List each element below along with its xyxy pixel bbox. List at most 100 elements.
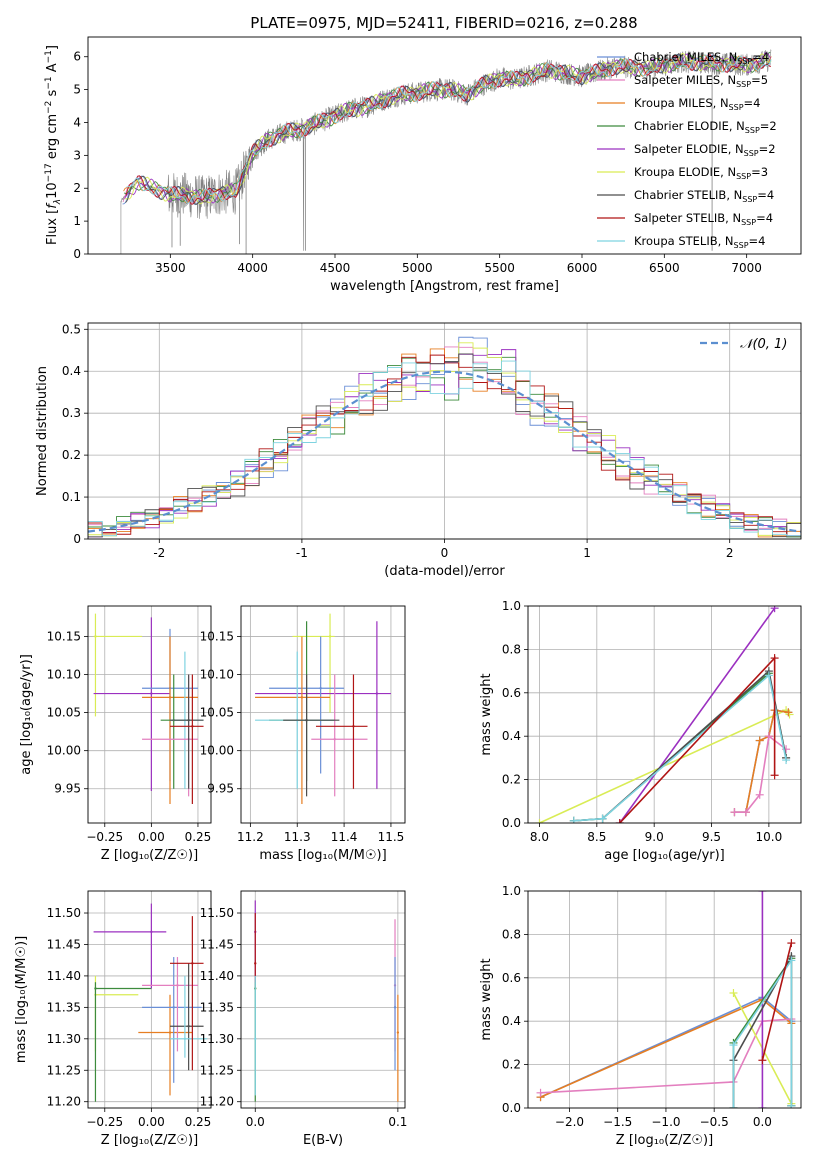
y-tick-label: 0 (73, 532, 81, 546)
x-tick-label: 0.0 (753, 1115, 772, 1129)
legend-entry-count: =4 (757, 188, 774, 202)
y-axis-label-part: Flux [ (45, 209, 60, 245)
x-tick-label: −2.0 (555, 1115, 584, 1129)
y-tick-label: 0.0 (502, 1101, 521, 1115)
model-spectrum-line (124, 51, 772, 204)
legend-entry-count: =3 (751, 165, 768, 179)
y-tick-label: 5 (73, 83, 81, 97)
y-tick-label: 1 (73, 214, 81, 228)
y-tick-label: 1.0 (502, 884, 521, 898)
plot-area-age_vs_mass (255, 613, 391, 804)
plot-layer: 3500 4000 4500 5000 5500 6000 6500 7000 0 1 2 3 4 5 6 w… (14, 36, 802, 1148)
y-axis-label-part: ] (45, 45, 60, 50)
x-tick-label: −0.25 (86, 1115, 123, 1129)
legend-entry-sub: SSP (741, 218, 756, 227)
y-tick-label: 11.35 (200, 1000, 234, 1014)
y-tick-label: 0.2 (502, 1058, 521, 1072)
data-point (191, 725, 194, 728)
legend-entry: Chabrier ELODIE, NSSP=2 (634, 119, 777, 135)
data-point (187, 719, 190, 722)
legend-entry-count: =4 (749, 234, 766, 248)
y-tick-label: 0.3 (62, 406, 81, 420)
axes-frame (87, 605, 212, 824)
y-tick-label: 10.00 (200, 744, 234, 758)
y-tick-label: 0.4 (62, 364, 81, 378)
data-point (168, 1031, 172, 1034)
y-tick-label: 11.50 (200, 906, 234, 920)
x-tick-label: −0.5 (700, 1115, 729, 1129)
y-tick-label: 11.50 (47, 906, 81, 920)
axes-frame (240, 605, 406, 824)
x-tick-label: 1 (583, 546, 591, 560)
data-point (305, 719, 308, 722)
y-tick-label: 10.10 (200, 668, 234, 682)
x-axis-label: age [log₁₀(age/yr)] (604, 848, 725, 863)
weight-line (732, 957, 793, 1108)
axes-weight_vs_z: −2.0 −1.5 −1.0 −0.5 0.0 0.0 0.2 0.4 0.6 0.8 1.0 Z [… (479, 884, 802, 1148)
y-axis-label-part: −2 (44, 101, 54, 114)
y-tick-label: 9.95 (207, 782, 234, 796)
axes-frame (527, 605, 802, 824)
legend-entry-count: =5 (751, 73, 768, 87)
y-tick-label: 2 (73, 181, 81, 195)
data-point (375, 692, 379, 695)
data-point (300, 696, 304, 699)
x-tick-label: 8.5 (587, 830, 606, 844)
axes-frame (87, 322, 802, 540)
legend-entry-sub: SSP (745, 126, 760, 135)
y-tick-label: 0.2 (502, 773, 521, 787)
data-point (172, 1006, 175, 1009)
y-axis-label: mass weight (479, 958, 494, 1040)
x-tick-label: 11.3 (284, 830, 311, 844)
y-tick-label: 0.4 (502, 729, 521, 743)
legend-entry-count: =2 (760, 119, 777, 133)
y-tick-label: 0.0 (502, 816, 521, 830)
y-tick-label: 11.20 (200, 1095, 234, 1109)
residual-histogram (88, 360, 801, 537)
y-axis-label: Flux [fλ10−17 erg cm−2 s−1 A−1] (44, 45, 63, 245)
legend-entry-sub: SSP (736, 172, 751, 181)
legend-entry-name: Chabrier STELIB, N (634, 188, 742, 202)
y-tick-label: 0.6 (502, 971, 521, 985)
y-tick-label: 9.95 (54, 782, 81, 796)
y-axis-label-part: −1 (44, 50, 54, 63)
data-point (183, 1037, 187, 1041)
x-tick-label: 4500 (320, 261, 351, 275)
legend-entry-count: =2 (759, 142, 776, 156)
axes-weight_vs_age: 8.0 8.5 9.0 9.5 10.0 0.0 0.2 0.4 0.6 0.8 1.0 age [l… (479, 599, 802, 863)
y-axis-label-part: erg cm (45, 114, 60, 163)
axes-frame (87, 36, 802, 255)
axes-age_vs_mass: 11.2 11.3 11.4 11.5 9.95 10.00 10.05 10.10 10.15… (200, 605, 406, 863)
y-tick-label: 10.05 (47, 706, 81, 720)
weight-line (573, 673, 787, 822)
data-point (393, 1006, 397, 1009)
model-spectrum-line (125, 54, 771, 205)
legend-entry-name: Salpeter ELODIE, N (634, 142, 744, 156)
y-tick-label: 0.6 (502, 686, 521, 700)
x-tick-label: −0.25 (86, 830, 123, 844)
x-tick-label: 11.5 (378, 830, 405, 844)
axes-mass_vs_z: −0.25 0.00 0.25 11.20 11.25 11.30 11.35 11.40 11… (14, 890, 212, 1148)
legend-entry-name: Kroupa MILES, N (634, 96, 729, 110)
y-axis-label-part: A (45, 63, 60, 76)
legend-entry: Kroupa STELIB, NSSP=4 (634, 234, 765, 250)
x-axis-label: Z [log₁₀(Z/Z☉)] (101, 1133, 198, 1148)
legend-entry-name: Chabrier MILES, N (634, 50, 737, 64)
x-tick-label: 10.0 (756, 830, 783, 844)
y-tick-label: 11.40 (200, 969, 234, 983)
legend-entry-name: Chabrier ELODIE, N (634, 119, 745, 133)
data-point (187, 1025, 190, 1028)
y-axis-label-part: −17 (44, 163, 54, 182)
x-tick-label: 0.25 (185, 1115, 212, 1129)
legend-entry-sub: SSP (737, 57, 752, 66)
plot-area-residuals (88, 336, 801, 538)
data-point (168, 696, 172, 699)
y-tick-label: 10.15 (200, 629, 234, 643)
legend-entry-sub: SSP (742, 195, 757, 204)
y-axis-label-part: λ (53, 199, 63, 205)
data-point (94, 987, 97, 990)
data-point (254, 1037, 257, 1041)
x-tick-label: 0.0 (246, 1115, 265, 1129)
y-tick-label: 11.25 (200, 1063, 234, 1077)
